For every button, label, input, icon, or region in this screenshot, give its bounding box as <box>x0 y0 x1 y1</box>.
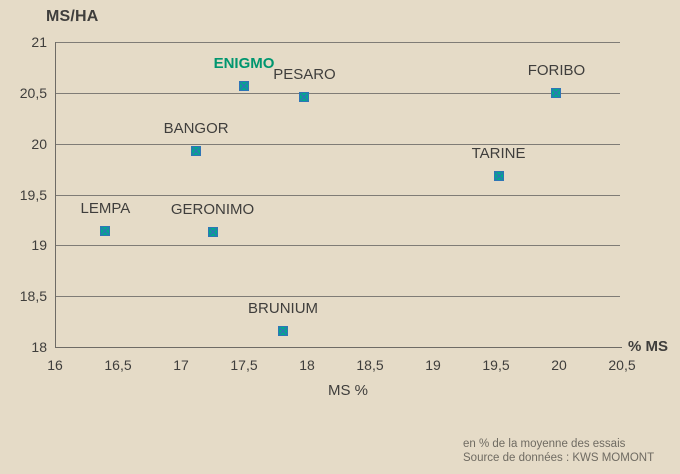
gridline <box>55 42 620 43</box>
data-point-marker <box>278 323 289 336</box>
x-tick-label: 16 <box>47 357 63 373</box>
x-tick-label: 18 <box>299 357 315 373</box>
data-point-label: ENIGMO <box>213 54 275 72</box>
gridline <box>55 143 620 145</box>
y-axis-line <box>55 42 56 348</box>
gridline <box>55 245 620 247</box>
data-point-marker <box>551 85 562 98</box>
data-point-marker <box>100 223 111 237</box>
data-point-label: TARINE <box>471 145 526 163</box>
data-point-marker <box>299 89 310 102</box>
gridline <box>55 194 620 196</box>
y-tick-label: 20 <box>31 135 47 152</box>
gridline <box>55 92 620 94</box>
x-axis-title: MS % <box>327 382 368 399</box>
y-tick-label: 18 <box>31 339 47 355</box>
data-point-marker <box>493 168 504 182</box>
footnote-line-2: Source de données : KWS MOMONT <box>463 452 655 464</box>
x-tick-label: 16,5 <box>104 357 132 373</box>
x-axis-end-label: % MS <box>628 338 669 355</box>
data-point-label: GERONIMO <box>170 201 255 219</box>
data-point-label: BRUNIUM <box>248 299 319 317</box>
y-tick-label: 21 <box>31 34 47 50</box>
y-tick-label: 20,5 <box>19 84 47 101</box>
data-point-marker <box>239 78 249 91</box>
data-point-marker <box>207 224 218 238</box>
x-tick-label: 19,5 <box>482 357 510 373</box>
footnote: en % de la moyenne des essais Source de … <box>463 437 654 465</box>
x-tick-label: 17 <box>173 357 189 373</box>
gridline <box>55 296 620 298</box>
x-tick-label: 19 <box>425 357 441 373</box>
data-point-label: BANGOR <box>163 119 229 137</box>
footnote-line-1: en % de la moyenne des essais <box>463 438 626 450</box>
x-tick-label: 18,5 <box>356 357 384 373</box>
x-axis-line <box>55 347 622 348</box>
data-point-label: LEMPA <box>80 200 131 218</box>
y-tick-label: 18,5 <box>19 288 47 305</box>
x-tick-label: 17,5 <box>230 357 258 373</box>
y-tick-label: 19 <box>31 237 47 254</box>
data-point-marker <box>191 143 202 156</box>
y-axis-unit-label: MS/HA <box>46 8 99 25</box>
x-tick-label: 20 <box>551 357 567 373</box>
y-tick-label: 19,5 <box>19 186 47 203</box>
x-tick-label: 20,5 <box>608 357 636 373</box>
data-point-label: FORIBO <box>527 61 586 79</box>
data-point-label: PESARO <box>273 65 336 83</box>
